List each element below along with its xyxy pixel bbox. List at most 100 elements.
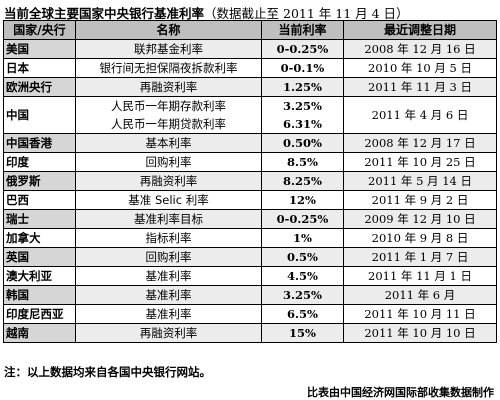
rate-name-text: 联邦基金利率 <box>134 42 203 56</box>
cell-country: 欧洲央行 <box>3 77 76 97</box>
cell-last-adjusted: 2011 年 9 月 2 日 <box>343 190 497 210</box>
cell-rate-name: 基准利率 <box>75 304 262 324</box>
rate-name-text: 基准利率 <box>145 269 192 283</box>
cell-last-adjusted: 2011 年 11 月 3 日 <box>343 77 497 97</box>
cell-country: 瑞士 <box>3 209 76 229</box>
cell-country: 澳大利亚 <box>3 266 76 286</box>
rate-value-text: 3.25% <box>283 99 322 113</box>
cell-country: 中国 <box>3 96 76 134</box>
rate-value-text: 0-0.25% <box>276 212 329 226</box>
cell-current-rate: 0-0.25% <box>261 209 344 229</box>
cell-country: 印度尼西亚 <box>3 304 76 324</box>
cell-last-adjusted: 2008 年 12 月 17 日 <box>343 133 497 153</box>
rate-name-text: 银行间无担保隔夜拆款利率 <box>99 61 238 75</box>
cell-current-rate: 3.25% 6.31% <box>261 96 344 134</box>
rate-value-text: 4.5% <box>287 269 318 283</box>
rate-value-text: 0.50% <box>283 136 322 150</box>
cell-current-rate: 15% <box>261 323 344 343</box>
cell-country: 俄罗斯 <box>3 171 76 191</box>
rate-value-text: 1.25% <box>283 80 322 94</box>
rate-name-text: 基准利率目标 <box>134 212 203 226</box>
cell-current-rate: 0-0.1% <box>261 58 344 78</box>
cell-last-adjusted: 2011 年 11 月 1 日 <box>343 266 497 286</box>
header-country: 国家/央行 <box>3 20 76 40</box>
rate-name-text: 回购利率 <box>145 250 192 264</box>
rate-name-text: 再融资利率 <box>139 80 198 94</box>
table-row: 英国 回购利率 0.5% 2011 年 1 月 7 日 <box>3 247 497 267</box>
table-row: 巴西 基准 Selic 利率 12% 2011 年 9 月 2 日 <box>3 190 497 210</box>
cell-rate-name: 基本利率 <box>75 133 262 153</box>
cell-last-adjusted: 2010 年 9 月 8 日 <box>343 228 497 248</box>
rate-name-text: 基本利率 <box>145 136 192 150</box>
cell-current-rate: 4.5% <box>261 266 344 286</box>
header-rate: 当前利率 <box>261 20 344 40</box>
rate-value-text: 0.5% <box>287 250 318 264</box>
rate-name-text: 指标利率 <box>145 231 192 245</box>
cell-country: 日本 <box>3 58 76 78</box>
cell-country: 美国 <box>3 39 76 59</box>
table-row: 俄罗斯 再融资利率 8.25% 2011 年 5 月 14 日 <box>3 171 497 191</box>
cell-rate-name: 回购利率 <box>75 152 262 172</box>
page-title: 当前全球主要国家中央银行基准利率（数据截止至 2011 年 11 月 4 日） <box>4 3 409 22</box>
rate-name-text: 人民币一年期存款利率 <box>111 99 226 113</box>
rate-name-text: 回购利率 <box>145 155 192 169</box>
table-header-row: 国家/央行 名称 当前利率 最近调整日期 <box>3 20 497 40</box>
cell-rate-name: 基准利率目标 <box>75 209 262 229</box>
footer-note: 注：以上数据均来自各国中央银行网站。 <box>4 365 211 379</box>
rate-name-text: 人民币一年期贷款利率 <box>111 117 226 131</box>
title-subtitle: （数据截止至 2011 年 11 月 4 日） <box>204 6 409 21</box>
table-row: 印度尼西亚 基准利率 6.5% 2011 年 10 月 11 日 <box>3 304 497 324</box>
rate-value-text: 8.25% <box>283 174 322 188</box>
cell-rate-name: 人民币一年期存款利率 人民币一年期贷款利率 <box>75 96 262 134</box>
rate-name-text: 基准利率 <box>145 288 192 302</box>
cell-current-rate: 0-0.25% <box>261 39 344 59</box>
cell-country: 越南 <box>3 323 76 343</box>
cell-last-adjusted: 2011 年 10 月 11 日 <box>343 304 497 324</box>
table-row: 韩国 基准利率 3.25% 2011 年 6 月 <box>3 285 497 305</box>
cell-current-rate: 1.25% <box>261 77 344 97</box>
cell-country: 印度 <box>3 152 76 172</box>
cell-last-adjusted: 2011 年 6 月 <box>343 285 497 305</box>
cell-rate-name: 再融资利率 <box>75 171 262 191</box>
cell-current-rate: 0.50% <box>261 133 344 153</box>
cell-rate-name: 联邦基金利率 <box>75 39 262 59</box>
rate-value-text: 0-0.1% <box>280 61 325 75</box>
cell-last-adjusted: 2011 年 5 月 14 日 <box>343 171 497 191</box>
cell-current-rate: 8.25% <box>261 171 344 191</box>
cell-rate-name: 回购利率 <box>75 247 262 267</box>
cell-current-rate: 3.25% <box>261 285 344 305</box>
cell-last-adjusted: 2011 年 10 月 10 日 <box>343 323 497 343</box>
rate-value-text: 12% <box>289 193 316 207</box>
cell-country: 中国香港 <box>3 133 76 153</box>
cell-rate-name: 基准 Selic 利率 <box>75 190 262 210</box>
cell-current-rate: 8.5% <box>261 152 344 172</box>
cell-current-rate: 0.5% <box>261 247 344 267</box>
cell-last-adjusted: 2008 年 12 月 16 日 <box>343 39 497 59</box>
table-row: 美国 联邦基金利率 0-0.25% 2008 年 12 月 16 日 <box>3 39 497 59</box>
rate-value-text: 8.5% <box>287 155 318 169</box>
rate-name-text: 再融资利率 <box>139 326 198 340</box>
table-row: 澳大利亚 基准利率 4.5% 2011 年 11 月 1 日 <box>3 266 497 286</box>
table-row: 印度 回购利率 8.5% 2011 年 10 月 25 日 <box>3 152 497 172</box>
cell-rate-name: 指标利率 <box>75 228 262 248</box>
cell-last-adjusted: 2009 年 12 月 10 日 <box>343 209 497 229</box>
table-row: 瑞士 基准利率目标 0-0.25% 2009 年 12 月 10 日 <box>3 209 497 229</box>
cell-country: 巴西 <box>3 190 76 210</box>
table-row: 日本 银行间无担保隔夜拆款利率 0-0.1% 2010 年 10 月 5 日 <box>3 58 497 78</box>
rate-value-text: 1% <box>293 231 312 245</box>
cell-rate-name: 基准利率 <box>75 266 262 286</box>
cell-current-rate: 1% <box>261 228 344 248</box>
rate-value-text: 15% <box>289 326 316 340</box>
cell-last-adjusted: 2011 年 1 月 7 日 <box>343 247 497 267</box>
rates-table: 国家/央行 名称 当前利率 最近调整日期 美国 联邦基金利率 0-0.25% 2008… <box>3 20 497 343</box>
cell-country: 英国 <box>3 247 76 267</box>
cell-rate-name: 再融资利率 <box>75 323 262 343</box>
table-row: 中国 人民币一年期存款利率 人民币一年期贷款利率 3.25% 6.31% 2011 年 4… <box>3 96 497 134</box>
cell-rate-name: 再融资利率 <box>75 77 262 97</box>
table-row: 加拿大 指标利率 1% 2010 年 9 月 8 日 <box>3 228 497 248</box>
cell-country: 加拿大 <box>3 228 76 248</box>
cell-rate-name: 银行间无担保隔夜拆款利率 <box>75 58 262 78</box>
cell-country: 韩国 <box>3 285 76 305</box>
cell-last-adjusted: 2011 年 4 月 6 日 <box>343 96 497 134</box>
rate-value-text: 0-0.25% <box>276 42 329 56</box>
